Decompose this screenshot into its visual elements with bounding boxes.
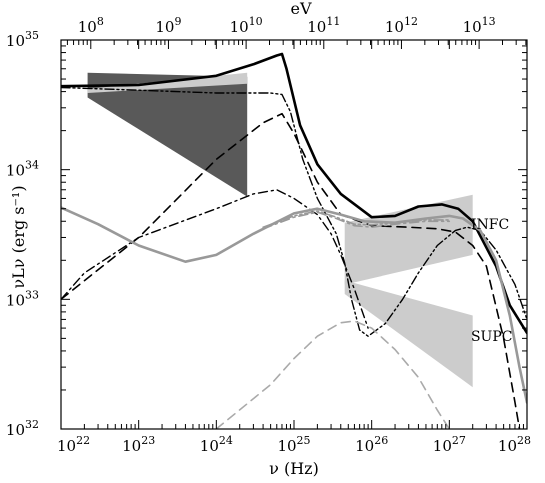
series-line-5 [61,206,527,404]
model-curves [61,52,527,429]
y-tick-label: 1034 [6,159,39,180]
dark-butterfly [87,72,248,197]
series-line-6 [262,210,451,228]
curve-labels: INFC SUPC [471,217,513,345]
ev-tick-label: 109 [155,15,181,36]
y-tick-label: 1033 [6,288,39,309]
x-tick-label: 1028 [498,434,531,455]
x-tick-label: 1023 [122,434,155,455]
x-tick-label: 1027 [433,434,466,455]
ev-tick-label: 1012 [385,15,418,36]
curve-label-infc: INFC [471,217,509,233]
y-tick-label: 1035 [6,29,39,50]
ev-tick-label: 1010 [230,15,263,36]
axis-ticks [60,39,528,430]
x-tick-label: 1026 [355,434,388,455]
top-axis-label: eV [290,0,311,18]
series-line-3 [61,189,369,329]
y-tick-label: 1032 [6,418,39,439]
tick-labels: 1022 1023 1024 1025 1026 1027 1028 1032 1033 1034… [6,15,531,455]
series-line-4 [61,112,521,429]
x-tick-label: 1022 [57,434,90,455]
y-axis-label: νLν (erg s⁻¹) [9,185,28,288]
ev-tick-label: 1013 [463,15,496,36]
ev-tick-label: 108 [78,15,104,36]
series-line-2 [61,86,527,337]
x-tick-label: 1025 [277,434,310,455]
curve-label-supc: SUPC [471,329,513,345]
series-line-7 [262,211,451,230]
series-line-8 [215,320,451,429]
light-butterfly-supc [344,280,473,388]
ev-tick-label: 1011 [307,15,340,36]
series-line-1 [61,52,527,335]
x-axis-label: ν (Hz) [269,459,319,478]
x-tick-label: 1024 [200,434,233,455]
